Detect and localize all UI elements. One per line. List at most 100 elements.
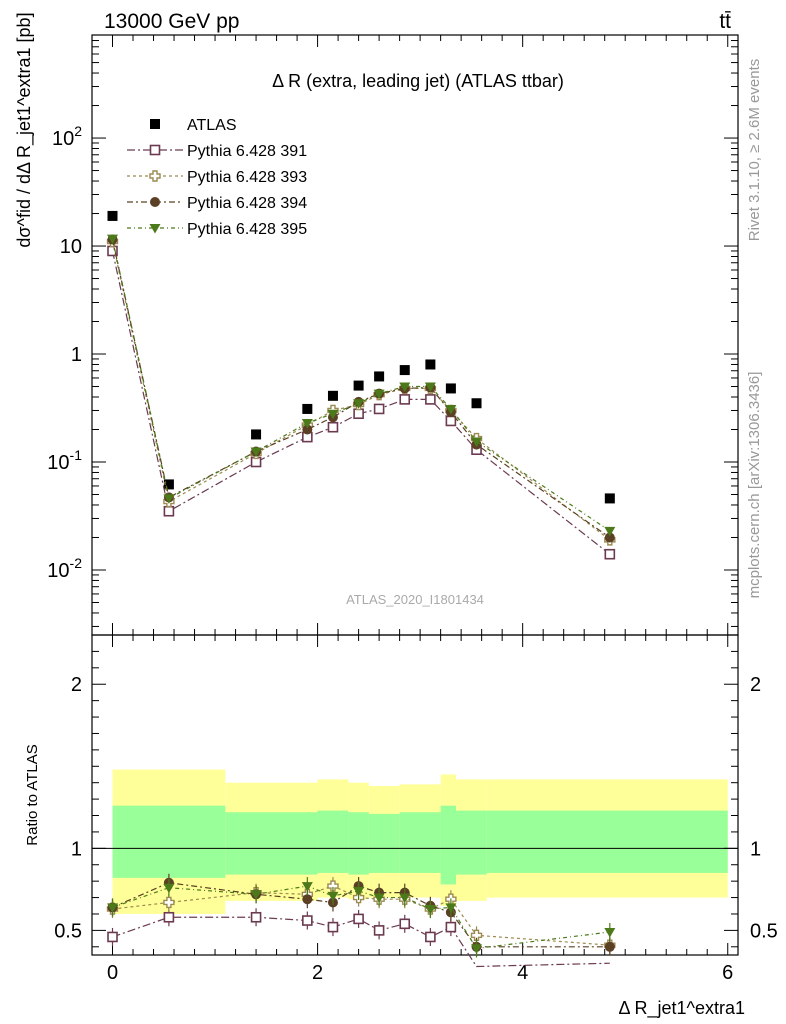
main-point-s3-11 <box>604 532 615 543</box>
main-point-s4-0 <box>107 234 119 245</box>
legend-marker-3 <box>150 197 160 207</box>
main-point-s4-1 <box>163 494 175 504</box>
ratio-point-s3-6 <box>373 893 385 904</box>
rivet-label: Rivet 3.1.10, ≥ 2.6M events <box>746 59 763 242</box>
ratio-point-s1-4 <box>327 880 339 892</box>
legend-marker-4 <box>149 224 161 234</box>
watermark: ATLAS_2020_I1801434 <box>346 592 484 607</box>
main-point-s1-4 <box>327 421 339 433</box>
legend-label-2: Pythia 6.428 393 <box>187 169 307 186</box>
ratio-series-line-0 <box>112 916 610 968</box>
ratio-point-s0-5 <box>353 913 364 925</box>
ratio-point-s3-9 <box>445 903 457 913</box>
y-tick-label: 10 <box>60 236 82 258</box>
main-point-s4-2 <box>250 447 262 458</box>
y-tick-label: 1 <box>71 344 82 366</box>
main-point-s4-9 <box>445 404 457 415</box>
legend-label-0: ATLAS <box>187 117 237 134</box>
ratio-y-tick-label: 1 <box>71 838 82 860</box>
ratio-point-s3-11 <box>604 928 616 938</box>
main-point-s1-9 <box>445 415 457 427</box>
y-tick-label: 10-1 <box>47 447 82 474</box>
ratio-y-tick-label: 2 <box>71 674 82 696</box>
legend-marker-1 <box>149 144 161 156</box>
ratio-band-inner-1 <box>225 812 318 875</box>
main-panel: 10-2 10-1 1 10 102 ATLAS Pythia 6.428 391 Pythi… <box>47 34 739 636</box>
main-point-s0-9 <box>445 383 456 394</box>
ratio-point-s3-4 <box>327 891 339 902</box>
chart-title: Δ R (extra, leading jet) (ATLAS ttbar) <box>272 71 564 91</box>
main-point-s3-3 <box>302 424 313 435</box>
ratio-panel: 0 2 4 6 0.5 0.5 1 1 2 2 <box>54 634 778 984</box>
ratio-point-s0-4 <box>327 921 339 933</box>
legend-label-3: Pythia 6.428 394 <box>187 195 307 212</box>
ratio-y-tick-label-right: 0.5 <box>750 920 778 942</box>
main-point-s1-6 <box>373 403 385 415</box>
ratio-point-s3-0 <box>107 903 119 913</box>
main-point-s1-11 <box>604 548 616 560</box>
ratio-point-s0-3 <box>302 915 313 926</box>
ratio-point-s0-8 <box>425 931 436 943</box>
ratio-point-s3-8 <box>424 905 436 915</box>
main-point-s0-5 <box>353 380 364 391</box>
main-point-s0-2 <box>251 429 262 440</box>
ratio-point-s3-2 <box>250 890 262 900</box>
ratio-y-tick-label-right: 2 <box>750 674 761 696</box>
ratio-point-s0-6 <box>373 925 385 936</box>
main-series-line-4 <box>111 238 611 532</box>
mcplots-label: mcplots.cern.ch [arXiv:1306.3436] <box>746 372 763 599</box>
main-point-s4-11 <box>604 526 616 537</box>
ratio-point-s1-10 <box>470 929 483 942</box>
main-point-s0-0 <box>107 210 118 221</box>
ratio-point-s3-5 <box>353 887 365 897</box>
main-point-s1-7 <box>399 394 411 405</box>
legend-label-4: Pythia 6.428 395 <box>187 221 307 238</box>
legend-label-1: Pythia 6.428 391 <box>187 143 307 160</box>
ratio-point-s1-1 <box>163 896 175 909</box>
energy-label: 13000 GeV pp <box>104 10 239 33</box>
ratio-point-s2-3 <box>302 894 313 905</box>
ratio-frame <box>91 634 739 956</box>
ratio-y-tick-label: 0.5 <box>54 920 82 942</box>
ratio-point-s3-7 <box>399 893 411 904</box>
main-point-s4-6 <box>373 389 385 400</box>
main-point-s4-10 <box>471 437 483 447</box>
ratio-point-s3-3 <box>301 882 313 892</box>
main-point-s0-11 <box>604 493 615 504</box>
ratio-point-s0-1 <box>163 911 175 923</box>
main-point-s1-1 <box>163 505 175 517</box>
main-point-s0-8 <box>425 359 436 370</box>
main-point-s1-5 <box>353 408 364 420</box>
ratio-series-line-2 <box>112 882 610 948</box>
ratio-band-inner-0 <box>112 805 226 878</box>
ratio-point-s3-10 <box>471 944 483 954</box>
x-tick-label: 2 <box>312 962 323 984</box>
main-point-s0-1 <box>163 479 174 490</box>
ratio-point-s0-9 <box>445 921 457 933</box>
ratio-series-line-3 <box>112 885 610 950</box>
main-series-line-2 <box>111 241 611 541</box>
main-point-s4-5 <box>353 399 365 409</box>
ratio-point-s0-7 <box>399 918 411 930</box>
process-label: tt̄ <box>719 10 731 33</box>
ratio-y-tick-label-right: 1 <box>750 838 761 860</box>
legend-marker-2 <box>149 170 161 182</box>
x-tick-label: 0 <box>107 962 118 984</box>
main-point-s4-3 <box>301 418 313 429</box>
main-point-s1-8 <box>425 394 436 405</box>
ratio-point-s3-1 <box>163 883 175 894</box>
x-tick-label: 6 <box>722 962 733 984</box>
ratio-band-inner-4 <box>368 813 400 873</box>
y-axis-label: dσ^fid / dΔ R_jet1^extra1 [pb] <box>14 12 35 247</box>
ratio-band-inner-8 <box>486 810 728 873</box>
y-tick-label: 102 <box>52 123 82 150</box>
main-point-s0-4 <box>327 390 338 401</box>
main-point-s0-10 <box>471 398 482 409</box>
ratio-point-s0-0 <box>107 931 118 943</box>
main-point-s0-6 <box>374 371 385 382</box>
main-point-s4-8 <box>424 382 436 393</box>
ratio-band-inner-3 <box>348 812 369 875</box>
main-point-s0-7 <box>399 365 410 376</box>
y-tick-label: 10-2 <box>47 555 82 582</box>
